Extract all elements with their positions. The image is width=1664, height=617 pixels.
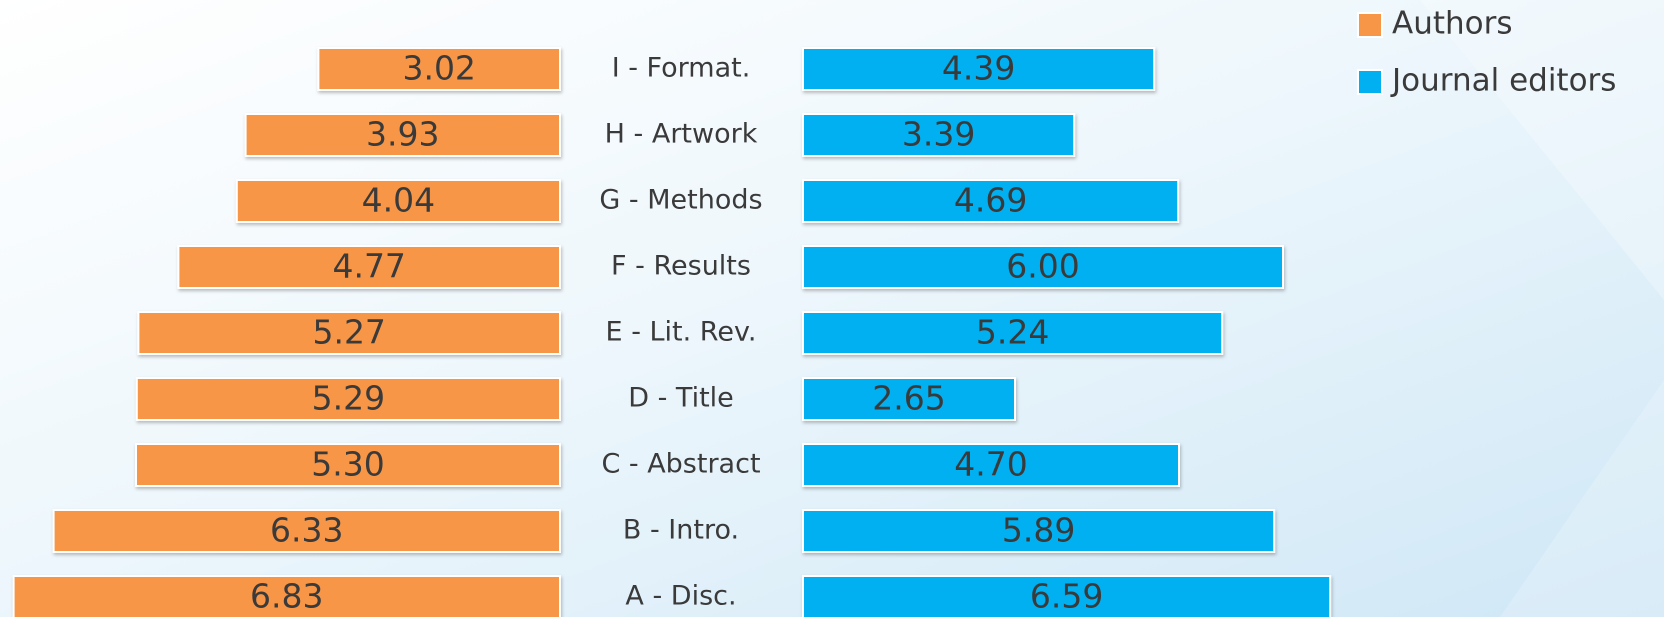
data-label: 3.93 bbox=[366, 115, 439, 154]
category-label: G - Methods bbox=[599, 185, 762, 216]
data-label: 5.27 bbox=[312, 313, 385, 352]
bar bbox=[12, 575, 562, 617]
bar bbox=[137, 311, 561, 355]
bar bbox=[802, 245, 1284, 289]
bar bbox=[235, 179, 562, 223]
category-label: D - Title bbox=[628, 383, 734, 414]
legend-swatch bbox=[1357, 12, 1383, 38]
legend-swatch bbox=[1357, 69, 1383, 95]
bar bbox=[135, 377, 562, 421]
data-label: 4.77 bbox=[332, 247, 405, 286]
data-label: 5.29 bbox=[312, 379, 385, 418]
bar bbox=[52, 509, 561, 553]
bar bbox=[802, 377, 1016, 421]
category-label: B - Intro. bbox=[623, 515, 739, 546]
category-label: H - Artwork bbox=[605, 119, 758, 150]
bar bbox=[317, 47, 561, 91]
data-label: 4.69 bbox=[954, 181, 1027, 220]
data-label: 3.02 bbox=[402, 49, 475, 88]
data-label: 6.33 bbox=[270, 511, 343, 550]
bar bbox=[802, 575, 1332, 617]
data-label: 2.65 bbox=[872, 379, 945, 418]
data-label: 4.04 bbox=[362, 181, 435, 220]
data-label: 5.30 bbox=[311, 445, 384, 484]
bar bbox=[802, 179, 1180, 223]
data-label: 4.70 bbox=[954, 445, 1027, 484]
bar bbox=[802, 113, 1076, 157]
bar bbox=[802, 311, 1224, 355]
decoration bbox=[1500, 380, 1664, 617]
legend-label: Authors bbox=[1392, 6, 1513, 42]
category-label: E - Lit. Rev. bbox=[606, 317, 757, 348]
bar bbox=[135, 443, 561, 487]
bar bbox=[177, 245, 561, 289]
decoration bbox=[1420, 0, 1664, 300]
category-label: C - Abstract bbox=[601, 449, 760, 480]
data-label: 5.89 bbox=[1002, 511, 1075, 550]
category-label: A - Disc. bbox=[625, 581, 736, 612]
data-label: 6.83 bbox=[250, 577, 323, 616]
data-label: 3.39 bbox=[902, 115, 975, 154]
data-label: 4.39 bbox=[942, 49, 1015, 88]
data-label: 6.00 bbox=[1006, 247, 1079, 286]
category-label: F - Results bbox=[611, 251, 751, 282]
legend-label: Journal editors bbox=[1390, 63, 1616, 99]
data-label: 6.59 bbox=[1030, 577, 1103, 616]
bar bbox=[802, 47, 1156, 91]
data-label: 5.24 bbox=[976, 313, 1049, 352]
bar bbox=[802, 509, 1276, 553]
category-label: I - Format. bbox=[612, 53, 751, 84]
bar bbox=[802, 443, 1180, 487]
bar bbox=[244, 113, 561, 157]
